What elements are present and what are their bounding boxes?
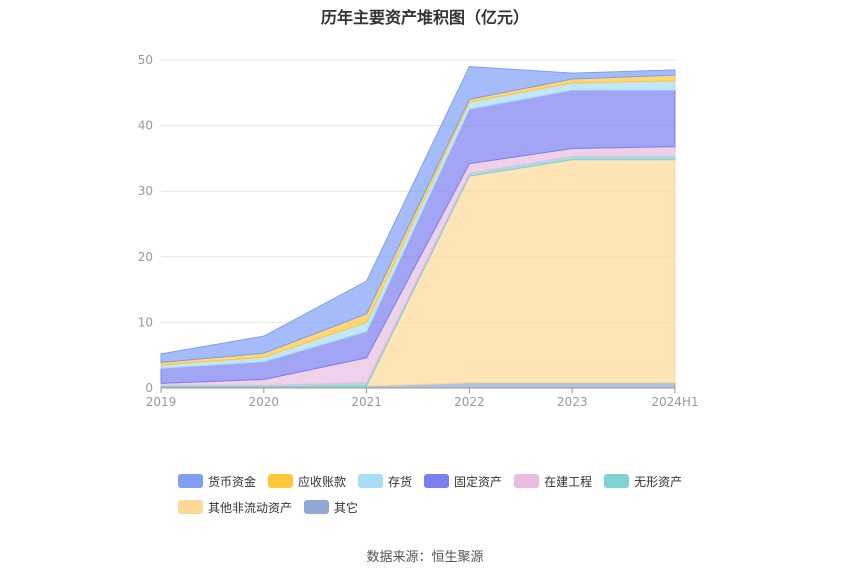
x-tick-label: 2022 bbox=[454, 395, 485, 409]
source-note: 数据来源：恒生聚源 bbox=[366, 550, 484, 565]
legend-swatch bbox=[358, 474, 384, 488]
legend-swatch bbox=[178, 500, 203, 514]
legend-item[interactable]: 货币资金 bbox=[178, 472, 256, 490]
chart: 0 10 20 30 40 50 2019 2020 2021 2022 2023 2024H1 bbox=[138, 53, 699, 409]
legend-label: 在建工程 bbox=[544, 474, 593, 489]
legend-item[interactable]: 在建工程 bbox=[514, 472, 592, 490]
area-series-7 bbox=[160, 66, 676, 363]
legend: 货币资金 应收账款 存货 固定资产 在建工程 无形资产其他非流动资产 其它 bbox=[178, 472, 718, 524]
y-tick-label: 50 bbox=[138, 53, 153, 67]
x-tick-label: 2021 bbox=[351, 395, 382, 409]
legend-label: 其他非流动资产 bbox=[208, 500, 293, 515]
x-tick-label: 2020 bbox=[249, 395, 280, 409]
legend-label: 其它 bbox=[334, 500, 359, 515]
y-tick-label: 40 bbox=[138, 119, 153, 133]
legend-item[interactable]: 存货 bbox=[358, 472, 412, 490]
x-tick-label: 2023 bbox=[557, 395, 588, 409]
legend-swatch bbox=[178, 474, 203, 488]
legend-item[interactable]: 其它 bbox=[304, 498, 358, 516]
legend-item[interactable]: 应收账款 bbox=[268, 472, 346, 490]
legend-swatch bbox=[424, 474, 450, 488]
legend-swatch bbox=[268, 474, 294, 488]
legend-label: 存货 bbox=[388, 474, 413, 489]
y-tick-label: 20 bbox=[138, 250, 153, 264]
legend-item[interactable]: 其他非流动资产 bbox=[178, 498, 292, 516]
legend-item[interactable]: 固定资产 bbox=[424, 472, 502, 490]
legend-label: 应收账款 bbox=[298, 474, 347, 489]
y-tick-label: 10 bbox=[138, 315, 153, 329]
legend-label: 固定资产 bbox=[454, 474, 503, 489]
legend-label: 货币资金 bbox=[208, 474, 257, 489]
legend-swatch bbox=[304, 500, 330, 514]
x-tick-label: 2019 bbox=[146, 395, 177, 409]
legend-swatch bbox=[604, 474, 630, 488]
legend-item[interactable]: 无形资产 bbox=[604, 472, 682, 490]
chart-title: 历年主要资产堆积图（亿元） bbox=[320, 8, 529, 27]
legend-label: 无形资产 bbox=[634, 474, 683, 489]
legend-swatch bbox=[514, 474, 540, 488]
x-tick-label: 2024H1 bbox=[651, 395, 698, 409]
y-tick-label: 0 bbox=[145, 381, 153, 395]
y-tick-label: 30 bbox=[138, 184, 153, 198]
